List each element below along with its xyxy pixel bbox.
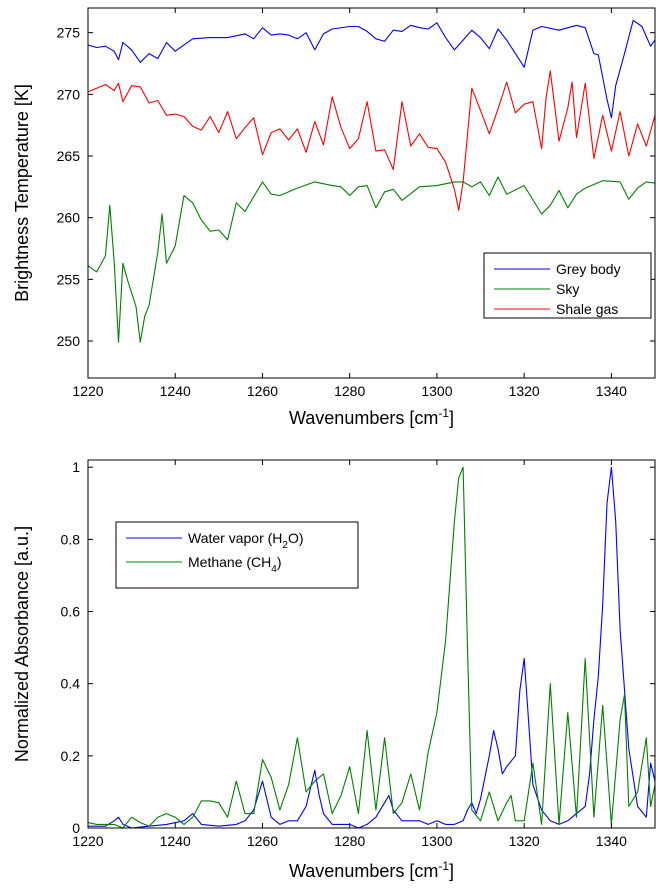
legend: Water vapor (H2O) Methane (CH4) bbox=[115, 521, 359, 589]
y-tick-label: 0.6 bbox=[61, 604, 81, 620]
x-tick-label: 1320 bbox=[509, 383, 540, 399]
legend-label: Water vapor (H2O) bbox=[188, 530, 304, 551]
series-line-1 bbox=[88, 19, 655, 119]
y-tick-label: 255 bbox=[57, 271, 81, 287]
y-tick-label: 270 bbox=[57, 86, 81, 102]
y-tick-label: 275 bbox=[57, 25, 81, 41]
x-tick-label: 1280 bbox=[334, 833, 365, 849]
axes-box bbox=[87, 459, 656, 829]
axes-box bbox=[87, 7, 656, 379]
x-tick-label: 1240 bbox=[160, 833, 191, 849]
y-tick-label: 265 bbox=[57, 148, 81, 164]
y-tick-label: 0.2 bbox=[61, 748, 81, 764]
chart-2: 1220 1240 1260 1280 1300 1320 1340 0 0.2 0.4 0.6 0.… bbox=[12, 459, 656, 881]
x-tick-label: 1340 bbox=[596, 833, 627, 849]
legend-label: Methane (CH4) bbox=[188, 554, 282, 575]
legend-label: Shale gas bbox=[556, 301, 618, 317]
x-tick-label: 1320 bbox=[509, 833, 540, 849]
y-axis-title: Normalized Absorbance [a.u.] bbox=[12, 526, 32, 762]
plot-area bbox=[88, 19, 655, 343]
plot-area bbox=[88, 466, 655, 828]
x-tick-label: 1260 bbox=[247, 833, 278, 849]
series-line-1 bbox=[88, 466, 655, 828]
x-tick-label: 1300 bbox=[421, 833, 452, 849]
x-axis-title: Wavenumbers [cm-1] bbox=[289, 859, 454, 881]
y-tick-label: 250 bbox=[57, 333, 81, 349]
legend-box bbox=[115, 521, 359, 589]
x-axis-title: Wavenumbers [cm-1] bbox=[289, 406, 454, 428]
y-tick-label: 0 bbox=[72, 820, 80, 836]
x-tick-label: 1340 bbox=[596, 383, 627, 399]
series-line-3 bbox=[88, 70, 655, 211]
y-tick-label: 260 bbox=[57, 210, 81, 226]
x-tick-label: 1220 bbox=[72, 383, 103, 399]
x-tick-label: 1240 bbox=[160, 383, 191, 399]
legend-label: Sky bbox=[556, 281, 579, 297]
x-tick-label: 1300 bbox=[421, 383, 452, 399]
y-tick-label: 0.8 bbox=[61, 531, 81, 547]
x-tick-label: 1260 bbox=[247, 383, 278, 399]
y-axis-title: Brightness Temperature [K] bbox=[12, 84, 32, 302]
y-tick-label: 0.4 bbox=[61, 676, 81, 692]
legend-label: Grey body bbox=[556, 261, 621, 277]
chart-1: 1220 1240 1260 1280 1300 1320 1340 250 255 260 265… bbox=[12, 7, 656, 428]
y-tick-label: 1 bbox=[72, 459, 80, 475]
series-line-2 bbox=[88, 466, 655, 828]
legend: Grey body Sky Shale gas bbox=[483, 252, 652, 319]
x-tick-label: 1280 bbox=[334, 383, 365, 399]
x-tick-label: 1220 bbox=[72, 833, 103, 849]
series-line-2 bbox=[88, 176, 655, 343]
legend-box bbox=[483, 252, 652, 319]
